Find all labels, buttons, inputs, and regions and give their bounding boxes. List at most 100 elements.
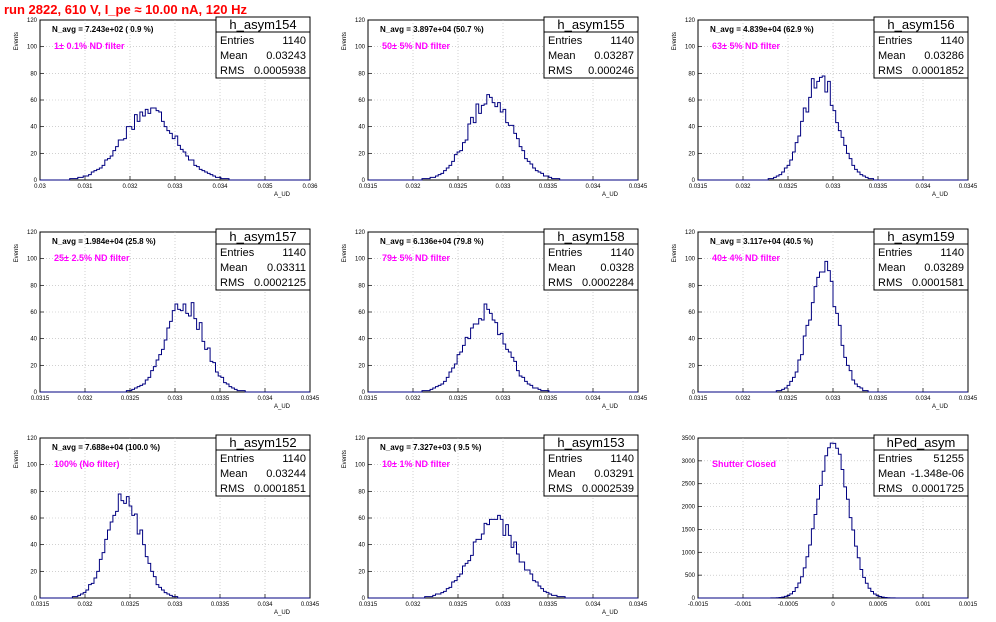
x-tick-label: 0.0315 bbox=[359, 602, 378, 608]
x-tick-label: 0.0345 bbox=[959, 396, 978, 402]
x-tick-label: 0.032 bbox=[405, 184, 421, 190]
y-axis-label: Events bbox=[342, 32, 348, 50]
n-avg-label: N_avg = 3.117e+04 (40.5 %) bbox=[710, 237, 814, 246]
stats-key-entries: Entries bbox=[878, 35, 913, 47]
x-tick-label: -0.0015 bbox=[688, 602, 709, 608]
stats-value-mean: 0.03311 bbox=[267, 262, 306, 274]
stats-value-rms: 0.000246 bbox=[588, 65, 634, 77]
x-axis-label: A_UD bbox=[602, 192, 619, 198]
y-tick-label: 60 bbox=[358, 310, 365, 316]
x-tick-label: 0.0335 bbox=[211, 602, 230, 608]
n-avg-label: N_avg = 3.897e+04 (50.7 %) bbox=[380, 25, 484, 34]
y-tick-label: 40 bbox=[30, 125, 37, 131]
stats-value-mean: 0.03286 bbox=[924, 50, 964, 62]
x-tick-label: -0.0005 bbox=[778, 602, 799, 608]
stats-box bbox=[215, 449, 311, 497]
y-tick-label: 40 bbox=[688, 125, 695, 131]
y-tick-label: 40 bbox=[30, 337, 37, 343]
stats-key-entries: Entries bbox=[878, 453, 913, 465]
x-tick-label: 0.034 bbox=[257, 602, 273, 608]
x-tick-label: 0.035 bbox=[257, 184, 273, 190]
stats-value-rms: 0.0001851 bbox=[254, 483, 306, 495]
y-tick-label: 0 bbox=[34, 390, 38, 396]
histogram-title: h_asym155 bbox=[557, 17, 624, 32]
stats-key-rms: RMS bbox=[220, 65, 244, 77]
y-tick-label: 80 bbox=[688, 71, 695, 77]
filter-label: 79± 5% ND filter bbox=[382, 253, 450, 263]
filter-label: 50± 5% ND filter bbox=[382, 41, 450, 51]
stats-box bbox=[543, 31, 639, 79]
y-tick-label: 0 bbox=[34, 596, 38, 602]
histogram-line bbox=[40, 493, 310, 599]
y-tick-label: 0 bbox=[692, 596, 696, 602]
stats-key-rms: RMS bbox=[878, 277, 902, 289]
filter-label: 1± 0.1% ND filter bbox=[54, 41, 125, 51]
y-axis-label: Events bbox=[672, 244, 678, 262]
stats-key-mean: Mean bbox=[548, 468, 576, 480]
y-tick-label: 120 bbox=[27, 18, 38, 24]
x-tick-label: 0.031 bbox=[77, 184, 93, 190]
stats-key-entries: Entries bbox=[220, 35, 255, 47]
x-tick-label: 0.036 bbox=[302, 184, 318, 190]
histogram-panel-h_asym152: 0.0315 0.032 0.0325 0.033 0.0335 0.034 0.0345 0… bbox=[14, 434, 320, 616]
stats-key-rms: RMS bbox=[548, 483, 572, 495]
histogram-panel-h_asym159: 0.0315 0.032 0.0325 0.033 0.0335 0.034 0.0345 0… bbox=[672, 228, 978, 410]
x-axis-label: A_UD bbox=[274, 192, 291, 198]
y-tick-label: 20 bbox=[688, 151, 695, 157]
x-axis-label: A_UD bbox=[274, 404, 291, 410]
y-tick-label: 20 bbox=[358, 151, 365, 157]
y-tick-label: 20 bbox=[30, 363, 37, 369]
x-tick-label: 0.032 bbox=[735, 184, 751, 190]
histogram-panel-h_asym158: 0.0315 0.032 0.0325 0.033 0.0335 0.034 0.0345 0… bbox=[342, 228, 648, 410]
stats-box bbox=[543, 449, 639, 497]
stats-key-rms: RMS bbox=[548, 65, 572, 77]
y-tick-label: 80 bbox=[358, 489, 365, 495]
histogram-panel-h_asym157: 0.0315 0.032 0.0325 0.033 0.0335 0.034 0.0345 0… bbox=[14, 228, 320, 410]
stats-key-mean: Mean bbox=[878, 262, 906, 274]
y-tick-label: 100 bbox=[355, 45, 366, 51]
n-avg-label: N_avg = 4.839e+04 (62.9 %) bbox=[710, 25, 814, 34]
y-tick-label: 120 bbox=[27, 436, 38, 442]
stats-key-entries: Entries bbox=[878, 247, 913, 259]
x-tick-label: 0.0335 bbox=[869, 396, 888, 402]
histogram-line bbox=[40, 107, 310, 181]
histogram-title: h_asym156 bbox=[887, 17, 954, 32]
plot-grid: 0.03 0.031 0.032 0.033 0.034 0.035 0.036 0 20 40 6… bbox=[14, 16, 978, 616]
stats-value-entries: 1140 bbox=[282, 247, 306, 259]
histogram-line bbox=[368, 514, 638, 599]
stats-value-entries: 1140 bbox=[610, 35, 634, 47]
histogram-panel-h_asym156: 0.0315 0.032 0.0325 0.033 0.0335 0.034 0.0345 0… bbox=[672, 16, 978, 198]
y-tick-label: 3000 bbox=[682, 459, 696, 465]
x-tick-label: 0.0325 bbox=[121, 602, 140, 608]
stats-value-rms: 0.0002284 bbox=[582, 277, 634, 289]
histogram-line bbox=[698, 260, 968, 393]
x-tick-label: 0.033 bbox=[825, 184, 841, 190]
x-tick-label: 0.0345 bbox=[629, 602, 648, 608]
histogram-line bbox=[368, 303, 638, 393]
x-tick-label: 0.032 bbox=[77, 396, 93, 402]
x-tick-label: 0.034 bbox=[585, 602, 601, 608]
stats-value-mean: 0.03291 bbox=[594, 468, 634, 480]
x-tick-label: 0.034 bbox=[585, 184, 601, 190]
stats-value-mean: -1.348e-06 bbox=[911, 468, 964, 480]
stats-key-entries: Entries bbox=[548, 453, 583, 465]
y-tick-label: 3500 bbox=[682, 436, 696, 442]
y-tick-label: 100 bbox=[355, 463, 366, 469]
x-tick-label: 0.001 bbox=[915, 602, 931, 608]
x-tick-label: 0.0345 bbox=[629, 184, 648, 190]
histogram-panel-h_asym153: 0.0315 0.032 0.0325 0.033 0.0335 0.034 0.0345 0… bbox=[342, 434, 648, 616]
stats-key-entries: Entries bbox=[548, 247, 583, 259]
y-axis-label: Events bbox=[14, 244, 20, 262]
stats-value-rms: 0.0001581 bbox=[912, 277, 964, 289]
x-tick-label: 0.0315 bbox=[359, 184, 378, 190]
x-tick-label: 0.033 bbox=[167, 184, 183, 190]
x-tick-label: 0.0315 bbox=[689, 396, 708, 402]
x-tick-label: 0.033 bbox=[495, 184, 511, 190]
x-tick-label: 0.0325 bbox=[779, 396, 798, 402]
filter-label: 100% (No filter) bbox=[54, 459, 120, 469]
x-tick-label: 0.0325 bbox=[449, 396, 468, 402]
x-tick-label: 0.032 bbox=[405, 602, 421, 608]
stats-key-mean: Mean bbox=[220, 50, 248, 62]
y-tick-label: 40 bbox=[358, 125, 365, 131]
